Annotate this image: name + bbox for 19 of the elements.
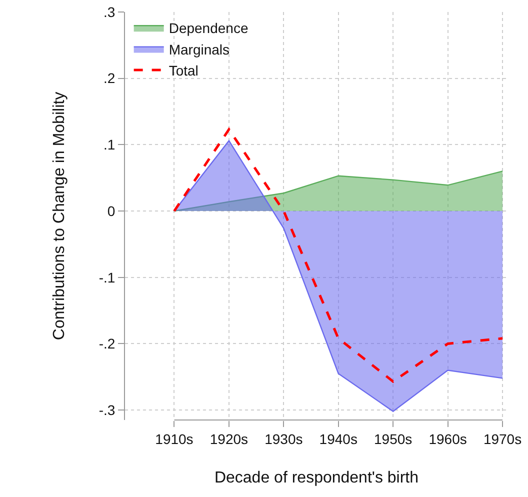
x-axis-title: Decade of respondent's birth [214, 470, 419, 486]
y-tick-label: .3 [104, 4, 116, 20]
legend-label: Total [168, 62, 198, 78]
x-tick-label: 1950s [374, 430, 412, 447]
x-tick-label: 1930s [264, 430, 303, 447]
legend-label: Dependence [168, 20, 248, 36]
y-tick-label: -.1 [98, 269, 116, 286]
x-tick-label: 1920s [210, 430, 248, 447]
y-tick-label: -.3 [98, 402, 116, 418]
y-tick-label: .1 [104, 136, 116, 153]
y-tick-label: .2 [104, 70, 116, 86]
y-tick-label: 0 [107, 202, 116, 219]
legend-label: Marginals [168, 41, 230, 58]
x-tick-label: 1970s [483, 430, 522, 447]
x-tick-label: 1910s [155, 430, 194, 447]
y-axis-title: Contributions to Change in Mobility [50, 92, 68, 340]
x-tick-label: 1940s [319, 430, 358, 447]
x-tick-label: 1960s [428, 430, 467, 447]
y-tick-label: -.2 [98, 336, 116, 352]
